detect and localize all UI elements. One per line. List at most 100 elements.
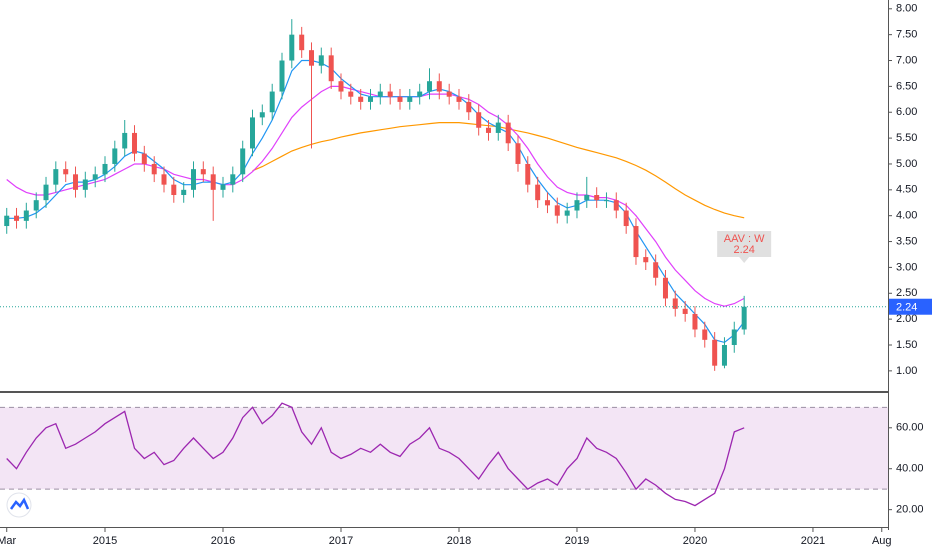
x-tick-label: Aug <box>872 535 892 547</box>
y-tick-label: 4.50 <box>896 184 917 196</box>
rsi-tick-label: 60.00 <box>896 422 924 434</box>
x-tick-label: 2019 <box>565 535 589 547</box>
candle-body <box>92 174 98 180</box>
candle-body <box>82 179 88 190</box>
annotation-box <box>717 231 772 263</box>
candle-body <box>613 200 619 211</box>
y-tick-label: 2.50 <box>896 287 917 299</box>
candle-body <box>171 184 177 195</box>
candle-body <box>544 200 550 206</box>
candle-body <box>33 200 39 211</box>
candle-body <box>456 96 462 102</box>
candle-body <box>230 174 236 185</box>
candle-body <box>712 339 718 366</box>
candle-body <box>603 200 609 202</box>
candle-body <box>141 153 147 164</box>
candle-body <box>367 96 373 102</box>
candle-body <box>14 215 20 221</box>
annotation-value: 2.24 <box>733 244 754 256</box>
candle-body <box>348 91 354 97</box>
candle-body <box>643 257 649 263</box>
candle-body <box>240 148 246 175</box>
candle-body <box>377 91 383 97</box>
y-tick-label: 3.00 <box>896 261 917 273</box>
candle-body <box>721 345 727 366</box>
candle-body <box>299 34 305 51</box>
candle-body <box>574 200 580 211</box>
candle-body <box>515 143 521 164</box>
candle-body <box>53 169 59 185</box>
x-tick-label: 2015 <box>93 535 117 547</box>
logo[interactable] <box>6 492 32 518</box>
candle-body <box>505 122 511 144</box>
candle-body <box>338 81 344 92</box>
candle-body <box>358 96 364 102</box>
price-tag-label: 2.24 <box>896 302 917 314</box>
candle-body <box>525 163 531 185</box>
candle-body <box>397 96 403 102</box>
x-tick-label: 2020 <box>683 535 707 547</box>
y-tick-label: 6.00 <box>896 106 917 118</box>
candle-body <box>741 306 747 330</box>
y-tick-label: 3.50 <box>896 235 917 247</box>
candle-body <box>672 298 678 309</box>
candle-body <box>731 329 737 345</box>
candle-body <box>495 122 501 133</box>
candle-body <box>200 169 206 175</box>
rsi-line <box>6 402 745 507</box>
annotation-title: AAV : W <box>724 233 765 245</box>
candle-body <box>289 34 295 61</box>
x-tick-label: 2018 <box>447 535 471 547</box>
candle-body <box>702 329 708 340</box>
candle-body <box>308 50 314 66</box>
candle-body <box>692 313 698 330</box>
y-tick-label: 7.50 <box>896 29 917 41</box>
y-tick-label: 5.00 <box>896 158 917 170</box>
price-tag <box>889 298 932 315</box>
y-tick-label: 1.50 <box>896 339 917 351</box>
candle-body <box>4 215 10 227</box>
candle-body <box>446 91 452 97</box>
x-tick-label: Mar <box>0 535 17 547</box>
candle-body <box>554 205 560 216</box>
candle-body <box>279 60 285 92</box>
logo-mark[interactable] <box>9 497 30 510</box>
y-tick-label: 8.00 <box>896 3 917 15</box>
y-tick-label: 7.00 <box>896 54 917 66</box>
candle-body <box>584 195 590 201</box>
candle-body <box>122 132 128 149</box>
candle-body <box>181 189 187 195</box>
candle-body <box>63 169 69 175</box>
y-tick-label: 2.00 <box>896 313 917 325</box>
rsi-tick-label: 40.00 <box>896 463 924 475</box>
candle-body <box>210 174 216 190</box>
candle-body <box>23 210 29 221</box>
candle-body <box>633 226 639 258</box>
candle-body <box>220 184 226 190</box>
x-tick-label: 2016 <box>211 535 235 547</box>
candle-body <box>662 277 668 299</box>
rsi-tick-label: 20.00 <box>896 504 924 516</box>
x-tick-label: 2021 <box>801 535 825 547</box>
y-tick-label: 5.50 <box>896 132 917 144</box>
candle-body <box>426 81 432 92</box>
candle-body <box>191 169 197 190</box>
candle-body <box>112 148 118 164</box>
candle-body <box>417 91 423 97</box>
candle-body <box>328 55 334 82</box>
y-tick-label: 1.00 <box>896 365 917 377</box>
candle-body <box>102 163 108 175</box>
candle-body <box>132 132 138 154</box>
y-tick-label: 4.00 <box>896 210 917 222</box>
candle-body <box>564 210 570 216</box>
candle-body <box>535 184 541 201</box>
candle-body <box>407 96 413 102</box>
candle-body <box>594 195 600 201</box>
candle-body <box>653 262 659 278</box>
candle-body <box>318 55 324 66</box>
candle-body <box>466 101 472 113</box>
x-tick-label: 2017 <box>329 535 353 547</box>
candle-body <box>259 112 265 118</box>
candle-body <box>387 91 393 97</box>
